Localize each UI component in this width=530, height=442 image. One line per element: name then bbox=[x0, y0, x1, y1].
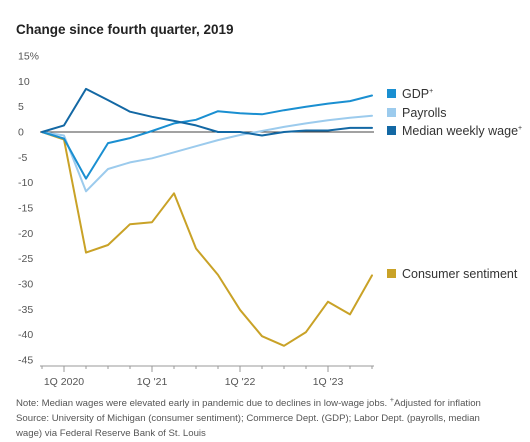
x-tick-label: 1Q '23 bbox=[313, 376, 344, 388]
legend-label-median-weekly-wage: Median weekly wage+ bbox=[402, 124, 522, 138]
y-tick-label: -30 bbox=[18, 279, 33, 291]
y-tick-label: -5 bbox=[18, 152, 27, 164]
series-line-payrolls bbox=[41, 114, 373, 193]
legend: GDP+ Payrolls Median weekly wage+ Consumer … bbox=[387, 87, 522, 281]
y-tick-label: -10 bbox=[18, 177, 33, 189]
line-chart: 15% 10 5 0 -5 -10 -15 -20 -25 -30 -35 -40 -45 1Q 202… bbox=[18, 51, 522, 389]
y-tick-label: -40 bbox=[18, 329, 33, 341]
note-line-2: Source: University of Michigan (consumer… bbox=[16, 413, 480, 425]
y-tick-label: -20 bbox=[18, 228, 33, 240]
legend-label-gdp: GDP+ bbox=[402, 87, 433, 101]
note-adjusted-text: Adjusted for inflation bbox=[393, 398, 481, 410]
legend-swatch-payrolls bbox=[387, 108, 396, 117]
legend-label-consumer-sentiment: Consumer sentiment bbox=[402, 267, 518, 281]
y-tick-label: 5 bbox=[18, 101, 24, 113]
x-tick-label: 1Q '21 bbox=[137, 376, 168, 388]
legend-superscript: + bbox=[518, 125, 522, 132]
series-line-gdp bbox=[41, 94, 373, 180]
y-tick-label: -25 bbox=[18, 253, 33, 265]
x-tick-label: 1Q '22 bbox=[225, 376, 256, 388]
y-axis-ticks: 15% 10 5 0 -5 -10 -15 -20 -25 -30 -35 -40 -45 bbox=[18, 51, 39, 367]
y-tick-label: 0 bbox=[18, 127, 24, 139]
y-tick-label: -35 bbox=[18, 304, 33, 316]
series-line-consumer-sentiment bbox=[41, 131, 373, 347]
note-line-3: wage) via Federal Reserve Bank of St. Lo… bbox=[16, 428, 206, 440]
legend-superscript: + bbox=[429, 88, 433, 95]
note-superscript: + bbox=[389, 397, 394, 404]
y-tick-label: -45 bbox=[18, 355, 33, 367]
x-axis: 1Q 2020 1Q '21 1Q '22 1Q '23 bbox=[40, 365, 374, 388]
note-line-1: Note: Median wages were elevated early i… bbox=[16, 393, 526, 411]
legend-swatch-consumer-sentiment bbox=[387, 269, 396, 278]
chart-title: Change since fourth quarter, 2019 bbox=[16, 22, 234, 37]
x-tick-label: 1Q 2020 bbox=[44, 376, 84, 388]
y-tick-label: 15% bbox=[18, 51, 39, 63]
legend-label-payrolls: Payrolls bbox=[402, 106, 446, 120]
y-tick-label: 10 bbox=[18, 76, 30, 88]
series-line-median-weekly-wage bbox=[41, 87, 373, 137]
note-text: Note: Median wages were elevated early i… bbox=[16, 398, 390, 410]
legend-swatch-gdp bbox=[387, 89, 396, 98]
legend-swatch-median-weekly-wage bbox=[387, 126, 396, 135]
chart-note: Note: Median wages were elevated early i… bbox=[16, 393, 526, 441]
series-lines bbox=[41, 87, 373, 347]
y-tick-label: -15 bbox=[18, 203, 33, 215]
